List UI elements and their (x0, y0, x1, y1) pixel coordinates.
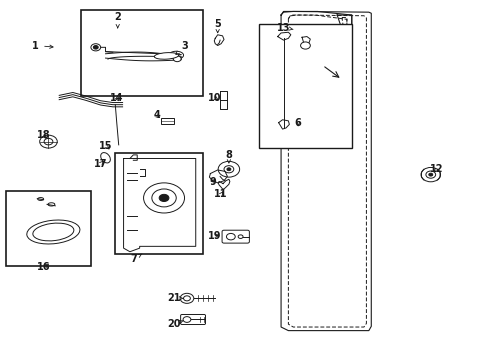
Text: 16: 16 (37, 262, 50, 272)
Text: 10: 10 (207, 93, 221, 103)
Bar (5, 191, 91, 266)
Circle shape (226, 233, 235, 240)
Circle shape (238, 235, 243, 238)
Circle shape (420, 167, 440, 182)
Circle shape (183, 317, 190, 322)
Text: 18: 18 (37, 130, 50, 140)
Circle shape (425, 171, 435, 178)
Text: 21: 21 (167, 293, 183, 303)
Circle shape (183, 296, 190, 301)
Circle shape (44, 138, 53, 145)
Text: 20: 20 (167, 319, 183, 329)
Text: 7: 7 (130, 254, 142, 264)
Text: 1: 1 (32, 41, 53, 50)
Circle shape (226, 168, 230, 171)
Text: 8: 8 (225, 150, 232, 163)
FancyBboxPatch shape (222, 230, 249, 243)
Text: 12: 12 (429, 164, 443, 174)
Ellipse shape (154, 53, 178, 59)
Circle shape (218, 161, 239, 177)
Ellipse shape (101, 153, 110, 163)
Text: 4: 4 (153, 111, 160, 121)
Circle shape (180, 293, 193, 303)
Text: 14: 14 (110, 93, 123, 103)
Circle shape (224, 166, 233, 173)
Text: 2: 2 (114, 12, 121, 28)
Text: 13: 13 (276, 23, 292, 33)
Circle shape (152, 189, 176, 207)
Text: 5: 5 (214, 19, 221, 33)
Ellipse shape (27, 220, 80, 244)
Circle shape (300, 42, 310, 49)
Text: 15: 15 (99, 141, 112, 151)
Text: 17: 17 (94, 159, 107, 169)
Text: 3: 3 (176, 41, 188, 55)
FancyBboxPatch shape (180, 315, 205, 324)
Circle shape (143, 183, 184, 213)
Bar (259, 24, 351, 148)
Circle shape (40, 135, 57, 148)
Circle shape (173, 56, 181, 62)
Text: 19: 19 (207, 231, 221, 240)
Bar (115, 153, 203, 253)
Text: 6: 6 (294, 118, 301, 128)
Ellipse shape (33, 223, 74, 241)
Circle shape (91, 44, 101, 51)
Text: 9: 9 (209, 177, 216, 187)
Bar (81, 10, 203, 96)
Circle shape (93, 45, 98, 49)
Circle shape (428, 173, 432, 176)
Text: 11: 11 (214, 189, 227, 199)
Bar (160, 118, 174, 125)
Circle shape (159, 194, 168, 202)
